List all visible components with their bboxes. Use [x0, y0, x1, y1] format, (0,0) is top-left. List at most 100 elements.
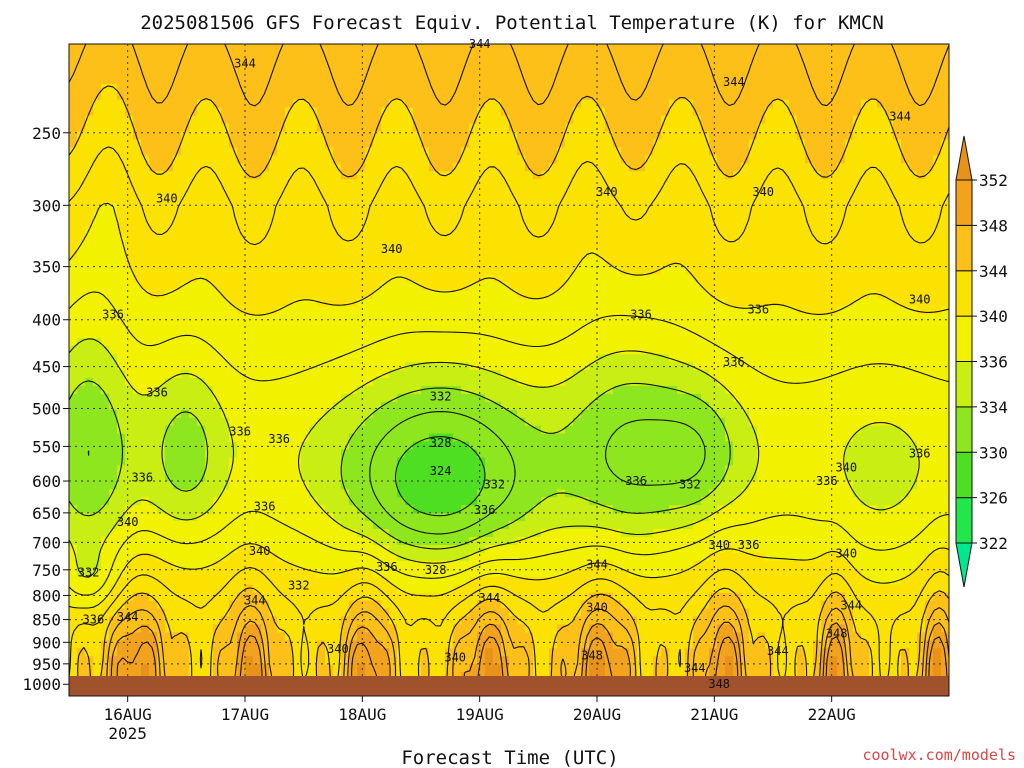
field-cell: [69, 274, 134, 284]
contour-label-25: 332: [430, 389, 452, 403]
field-cell: [157, 552, 230, 562]
contour-label-30: 332: [288, 578, 310, 592]
field-cell: [245, 664, 262, 673]
field-cell: [205, 473, 230, 482]
field-cell: [93, 377, 126, 387]
field-cell: [485, 481, 718, 490]
field-cell: [133, 274, 198, 284]
field-cell: [125, 600, 158, 610]
x-tick-label-16AUG: 16AUG: [104, 705, 152, 724]
contour-label-44: 344: [586, 558, 608, 572]
field-cell: [453, 584, 949, 594]
field-cell: [269, 600, 350, 610]
field-cell: [733, 544, 942, 554]
field-cell: [741, 489, 854, 498]
field-cell: [613, 385, 678, 395]
field-cell: [533, 505, 614, 514]
field-cell: [149, 664, 158, 673]
field-cell: [429, 433, 454, 443]
field-cell: [349, 600, 382, 610]
field-cell: [829, 624, 846, 633]
field-cell: [925, 648, 934, 657]
field-cell: [77, 568, 94, 578]
field-cell: [389, 616, 462, 626]
field-cell: [741, 632, 750, 641]
field-cell: [461, 385, 614, 395]
field-cell: [229, 123, 286, 133]
field-cell: [421, 139, 470, 148]
field-cell: [517, 290, 550, 300]
field-cell: [69, 505, 78, 514]
field-cell: [613, 632, 638, 641]
y-axis: 250 300 350 400 450 500 550 600 650 700 750 800 850 9…: [22, 124, 69, 694]
field-cell: [797, 648, 806, 657]
field-cell: [509, 282, 566, 292]
field-cell: [93, 664, 102, 673]
field-cell: [205, 274, 390, 284]
field-cell: [213, 385, 358, 395]
field-cell: [293, 640, 318, 649]
field-cell: [933, 664, 942, 673]
field-cell: [69, 664, 78, 673]
field-cell: [93, 656, 102, 665]
field-cell: [421, 131, 470, 141]
contour-338: [69, 291, 949, 596]
contour-label-34: 340: [249, 544, 271, 558]
field-cell: [749, 139, 806, 148]
field-cell: [213, 282, 382, 292]
field-cell: [69, 171, 246, 180]
field-cell: [365, 624, 398, 633]
field-cell: [605, 624, 638, 633]
field-cell: [341, 640, 350, 649]
field-cell: [565, 139, 614, 148]
field-cell: [77, 544, 102, 554]
field-cell: [509, 656, 534, 665]
field-cell: [141, 497, 150, 506]
field-cell: [869, 664, 902, 673]
field-cell: [101, 505, 126, 514]
contour-label-12: 336: [723, 355, 745, 369]
field-cell: [421, 656, 430, 665]
x-tick-label-21AUG: 21AUG: [690, 705, 738, 724]
field-cell: [565, 489, 710, 498]
field-cell: [293, 664, 318, 673]
field-cell: [709, 552, 766, 562]
field-cell: [69, 91, 102, 101]
colorbar-band: [955, 406, 973, 453]
field-cell: [821, 616, 854, 626]
field-cell: [205, 441, 238, 451]
field-cell: [917, 640, 926, 649]
field-cell: [477, 632, 502, 641]
field-cell: [357, 425, 542, 435]
field-cell: [309, 481, 342, 490]
field-cell: [773, 664, 798, 673]
contour-label-10: 336: [747, 303, 769, 317]
field-cell: [165, 473, 206, 482]
field-cell: [933, 155, 949, 164]
ground-surface: [69, 676, 949, 696]
y-tick-label-950: 950: [32, 655, 61, 674]
field-cell: [557, 640, 590, 649]
field-cell: [749, 155, 806, 164]
field-cell: [293, 298, 318, 307]
field-cell: [261, 640, 294, 649]
field-cell: [157, 656, 190, 665]
field-cell: [605, 664, 630, 673]
colorbar-label-330: 330: [979, 443, 1008, 462]
field-cell: [901, 656, 910, 665]
field-cell: [69, 59, 949, 69]
field-cell: [213, 505, 326, 514]
field-cell: [517, 131, 566, 141]
field-cell: [373, 536, 398, 546]
field-cell: [725, 171, 734, 180]
field-cell: [757, 123, 798, 133]
field-cell: [453, 632, 478, 641]
field-cell: [349, 441, 414, 451]
field-cell: [325, 648, 342, 657]
field-cell: [901, 155, 934, 164]
field-cell: [69, 218, 94, 228]
field-cell: [317, 497, 350, 506]
field-cell: [469, 576, 870, 586]
field-cell: [125, 234, 949, 244]
field-cell: [317, 664, 334, 673]
